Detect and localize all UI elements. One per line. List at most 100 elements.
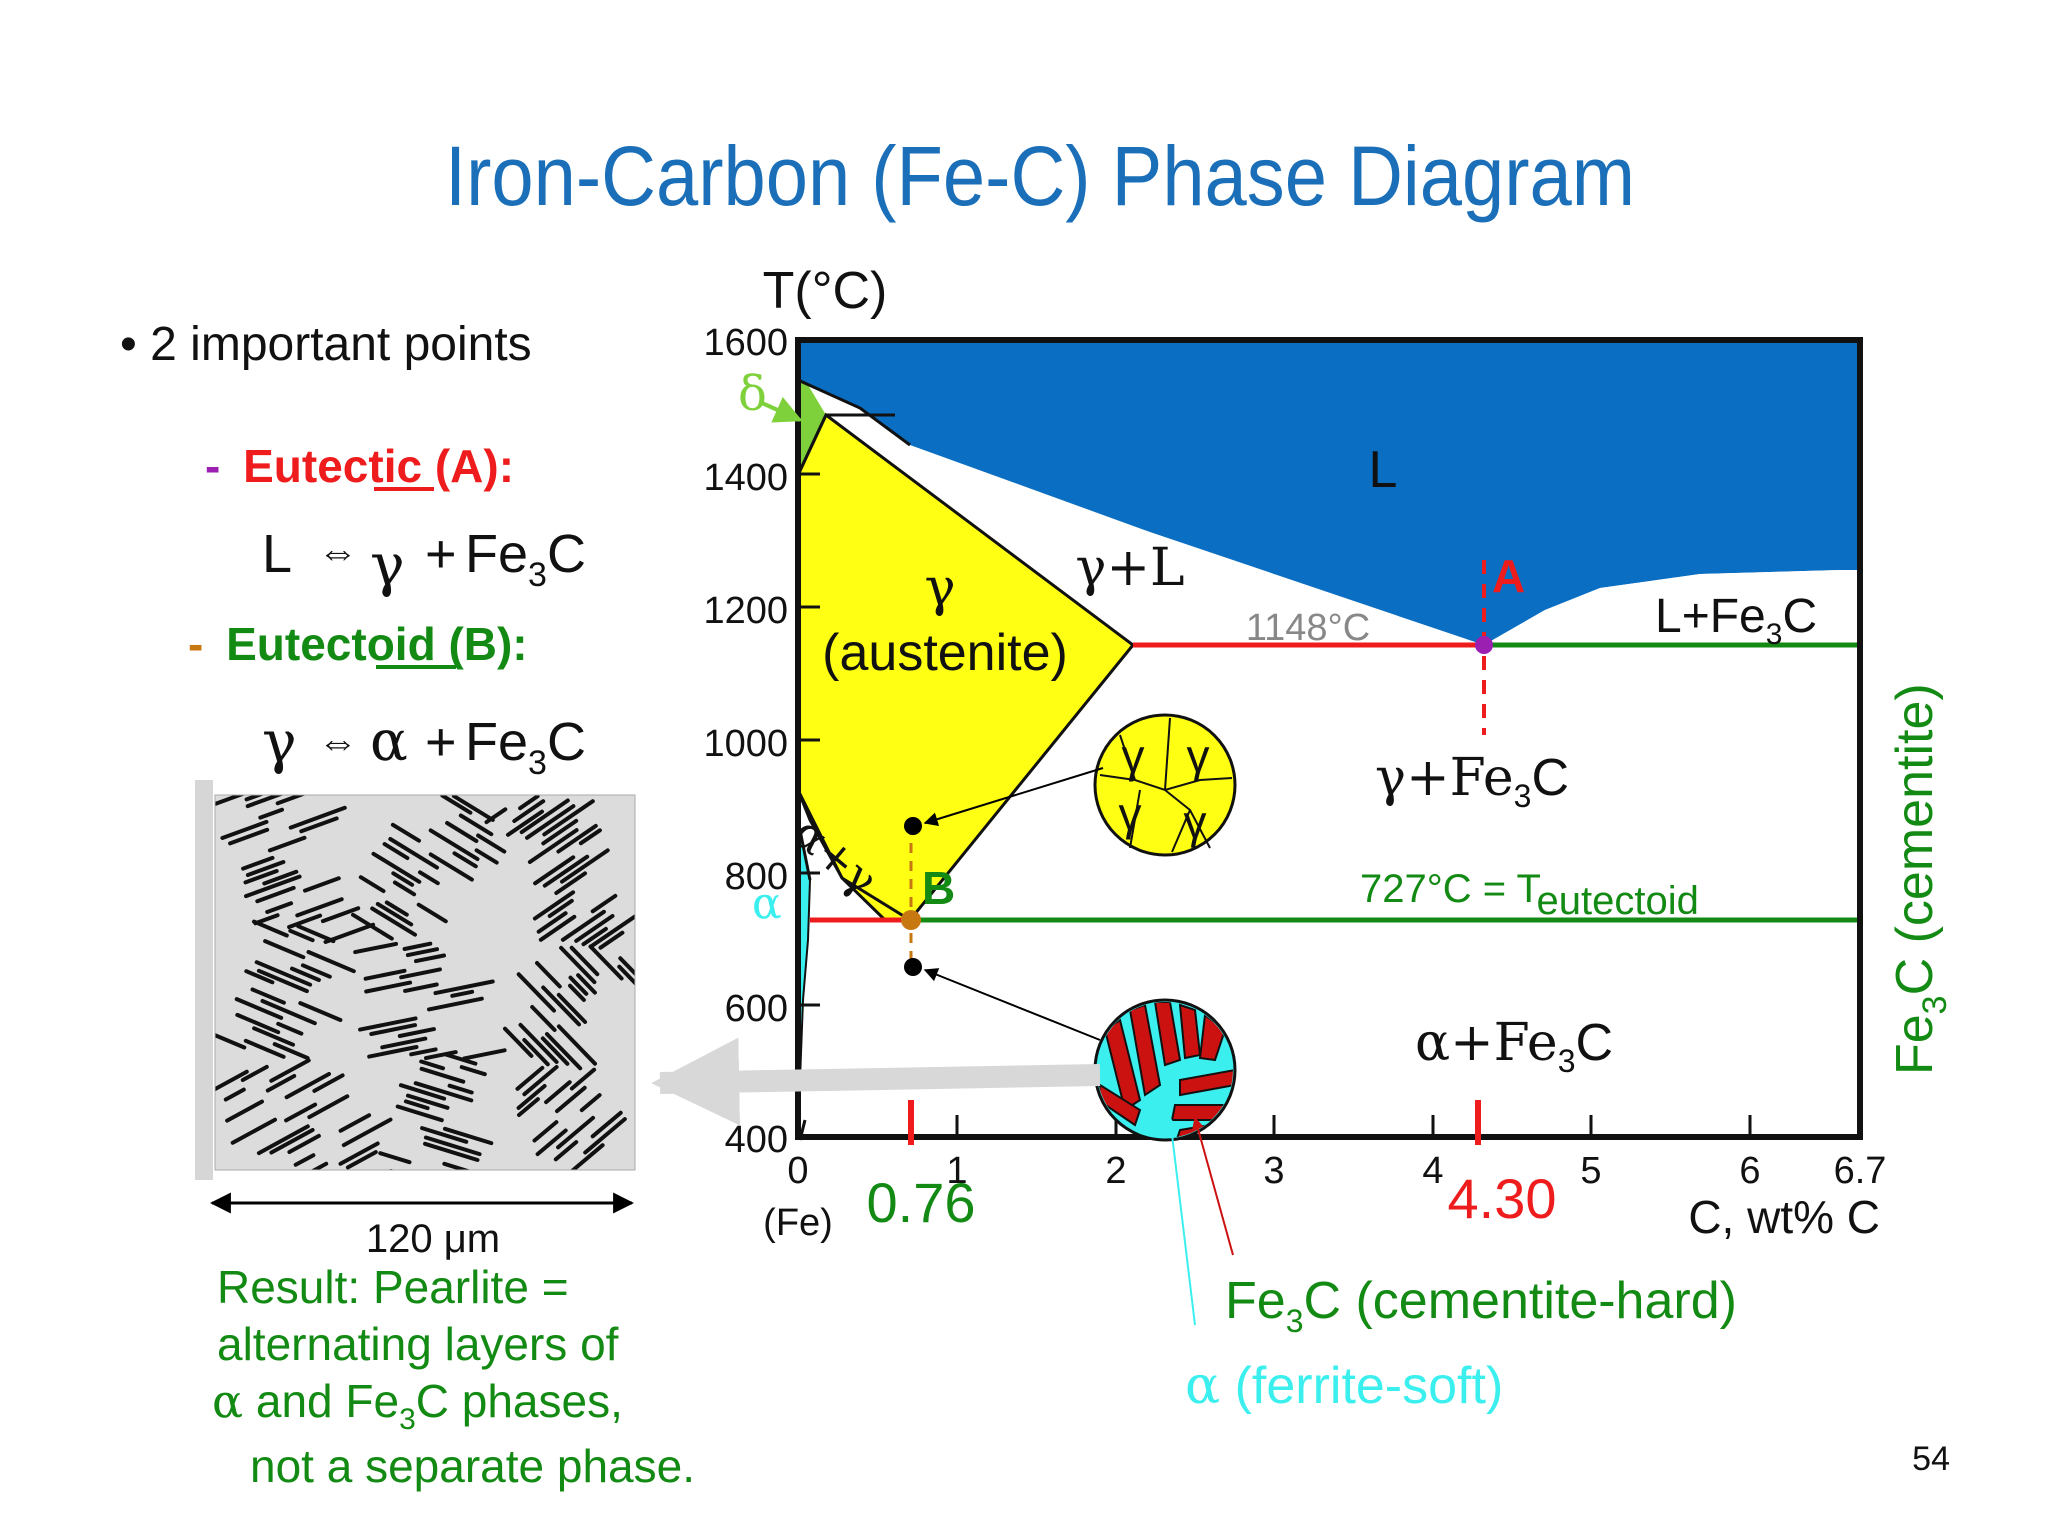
lamella-stroke	[515, 1065, 545, 1091]
lamella-stroke	[243, 1038, 286, 1059]
svg-text:- Eutectic (A):: - Eutectic (A):	[205, 440, 514, 492]
lamella-stroke	[424, 1050, 458, 1061]
lamella-stroke	[484, 807, 508, 825]
pearlite-circle	[1093, 998, 1237, 1142]
lamella-stroke	[423, 1141, 480, 1162]
page-number: 54	[1912, 1440, 1950, 1478]
lamella-stroke	[541, 818, 579, 846]
svg-text:not a separate phase.: not a separate phase.	[250, 1440, 695, 1492]
lamella-stroke	[391, 871, 415, 887]
lamella-stroke	[579, 1093, 602, 1113]
svg-text:1400: 1400	[703, 457, 788, 499]
svg-text:- Eutectoid (B):: - Eutectoid (B):	[188, 618, 528, 670]
lamella-stroke	[409, 1047, 438, 1057]
lamella-stroke	[560, 848, 610, 884]
y-tick-labels: 1600 1400 1200 1000 800 600 400	[703, 322, 788, 1161]
lamella-stroke	[310, 1161, 329, 1170]
lamella-stroke	[402, 941, 433, 951]
svg-text:γ: γ	[262, 708, 297, 776]
lamella-stroke	[420, 1126, 469, 1144]
lamella-stroke	[338, 1113, 372, 1133]
lamella-stroke	[541, 985, 581, 1027]
lamella-stroke	[298, 1001, 343, 1022]
lamella-stroke	[228, 827, 270, 846]
svg-text:Fe3C: Fe3C	[465, 524, 586, 594]
lamella-stroke	[442, 1126, 494, 1146]
y-axis-ticks	[798, 472, 820, 1007]
svg-text:α: α	[370, 709, 408, 774]
lamella-stroke	[240, 1064, 269, 1082]
lamella-stroke	[299, 816, 339, 834]
svg-text:2: 2	[1105, 1150, 1126, 1192]
lamella-stroke	[568, 983, 586, 1002]
svg-text:Fe3C: Fe3C	[465, 712, 586, 782]
lamella-stroke	[389, 1169, 395, 1170]
lamella-stroke	[536, 911, 568, 934]
svg-text:γ: γ	[1184, 796, 1207, 848]
svg-text:3: 3	[1263, 1150, 1284, 1192]
lamella-stroke	[516, 972, 556, 1013]
lamella-stroke	[578, 828, 602, 846]
lamella-stroke	[532, 890, 576, 921]
lamella-stroke	[413, 1081, 474, 1103]
lamella-stroke	[617, 964, 635, 986]
lamella-stroke	[223, 1087, 246, 1102]
lamella-stroke	[244, 969, 275, 985]
lamella-stroke	[234, 997, 284, 1020]
liquid-fe3c-label: L+Fe3C	[1655, 590, 1817, 651]
lamella-stroke	[390, 822, 421, 843]
lamella-stroke	[320, 906, 361, 924]
lamella-stroke	[398, 1083, 447, 1101]
scale-label: 120 μm	[366, 1217, 500, 1261]
lamella-stroke	[522, 1065, 559, 1097]
y-axis-title: T(°C)	[763, 262, 888, 320]
lamella-stroke	[530, 1005, 557, 1032]
svg-text:600: 600	[725, 988, 788, 1030]
temp-727-label: 727°C = Teutectoid	[1360, 867, 1699, 923]
lamella-stroke	[244, 874, 302, 899]
lamella-stroke	[378, 1151, 412, 1165]
delta-label: δ	[738, 366, 767, 422]
svg-text:800: 800	[725, 856, 788, 898]
lamella-stroke	[392, 880, 417, 897]
lamella-stroke	[428, 828, 480, 862]
svg-text:alternating layers of: alternating layers of	[217, 1318, 619, 1370]
lamella-stroke	[447, 1083, 474, 1095]
lamella-stroke	[556, 823, 598, 854]
lamella-stroke	[443, 1052, 478, 1066]
lamella-stroke	[265, 1074, 297, 1093]
lamella-stroke	[433, 979, 495, 996]
lamella-stroke	[451, 795, 495, 822]
lamella-stroke	[459, 1065, 487, 1077]
lamella-stroke	[380, 1036, 428, 1050]
svg-text:1000: 1000	[703, 723, 788, 765]
lamella-stroke	[544, 1080, 572, 1105]
lamella-stroke	[275, 795, 307, 806]
lamella-stroke	[527, 828, 579, 864]
lamella-stroke	[532, 1120, 559, 1143]
svg-text:γ: γ	[1119, 788, 1142, 840]
lamella-stroke	[556, 1115, 595, 1150]
lamella-stroke	[235, 1012, 281, 1035]
x-axis-title: C, wt% C	[1688, 1191, 1880, 1243]
svg-text:γ: γ	[1187, 730, 1210, 782]
lamella-stroke	[262, 869, 299, 886]
lamella-stroke	[518, 1022, 559, 1064]
bullet-text: • 2 important points	[120, 318, 532, 371]
lamella-stroke	[371, 851, 422, 884]
lamella-stroke	[559, 945, 597, 985]
lamella-stroke	[522, 1038, 550, 1067]
gamma-label: γ	[924, 558, 955, 618]
lamella-stroke	[307, 1094, 350, 1120]
lamella-stroke	[288, 928, 315, 943]
lamella-stroke	[590, 1110, 623, 1139]
lamella-stroke	[375, 902, 414, 927]
eutectoid-point-b	[901, 910, 921, 930]
delta-region	[798, 380, 826, 475]
lamella-stroke	[442, 1161, 472, 1170]
lamella-stroke	[353, 941, 398, 955]
lamella-stroke	[462, 1048, 507, 1061]
svg-text:1200: 1200	[703, 590, 788, 632]
cementite-axis-label: Fe3C (cementite)	[1886, 683, 1954, 1075]
gamma-liquid-label: γ+L	[1075, 538, 1184, 598]
